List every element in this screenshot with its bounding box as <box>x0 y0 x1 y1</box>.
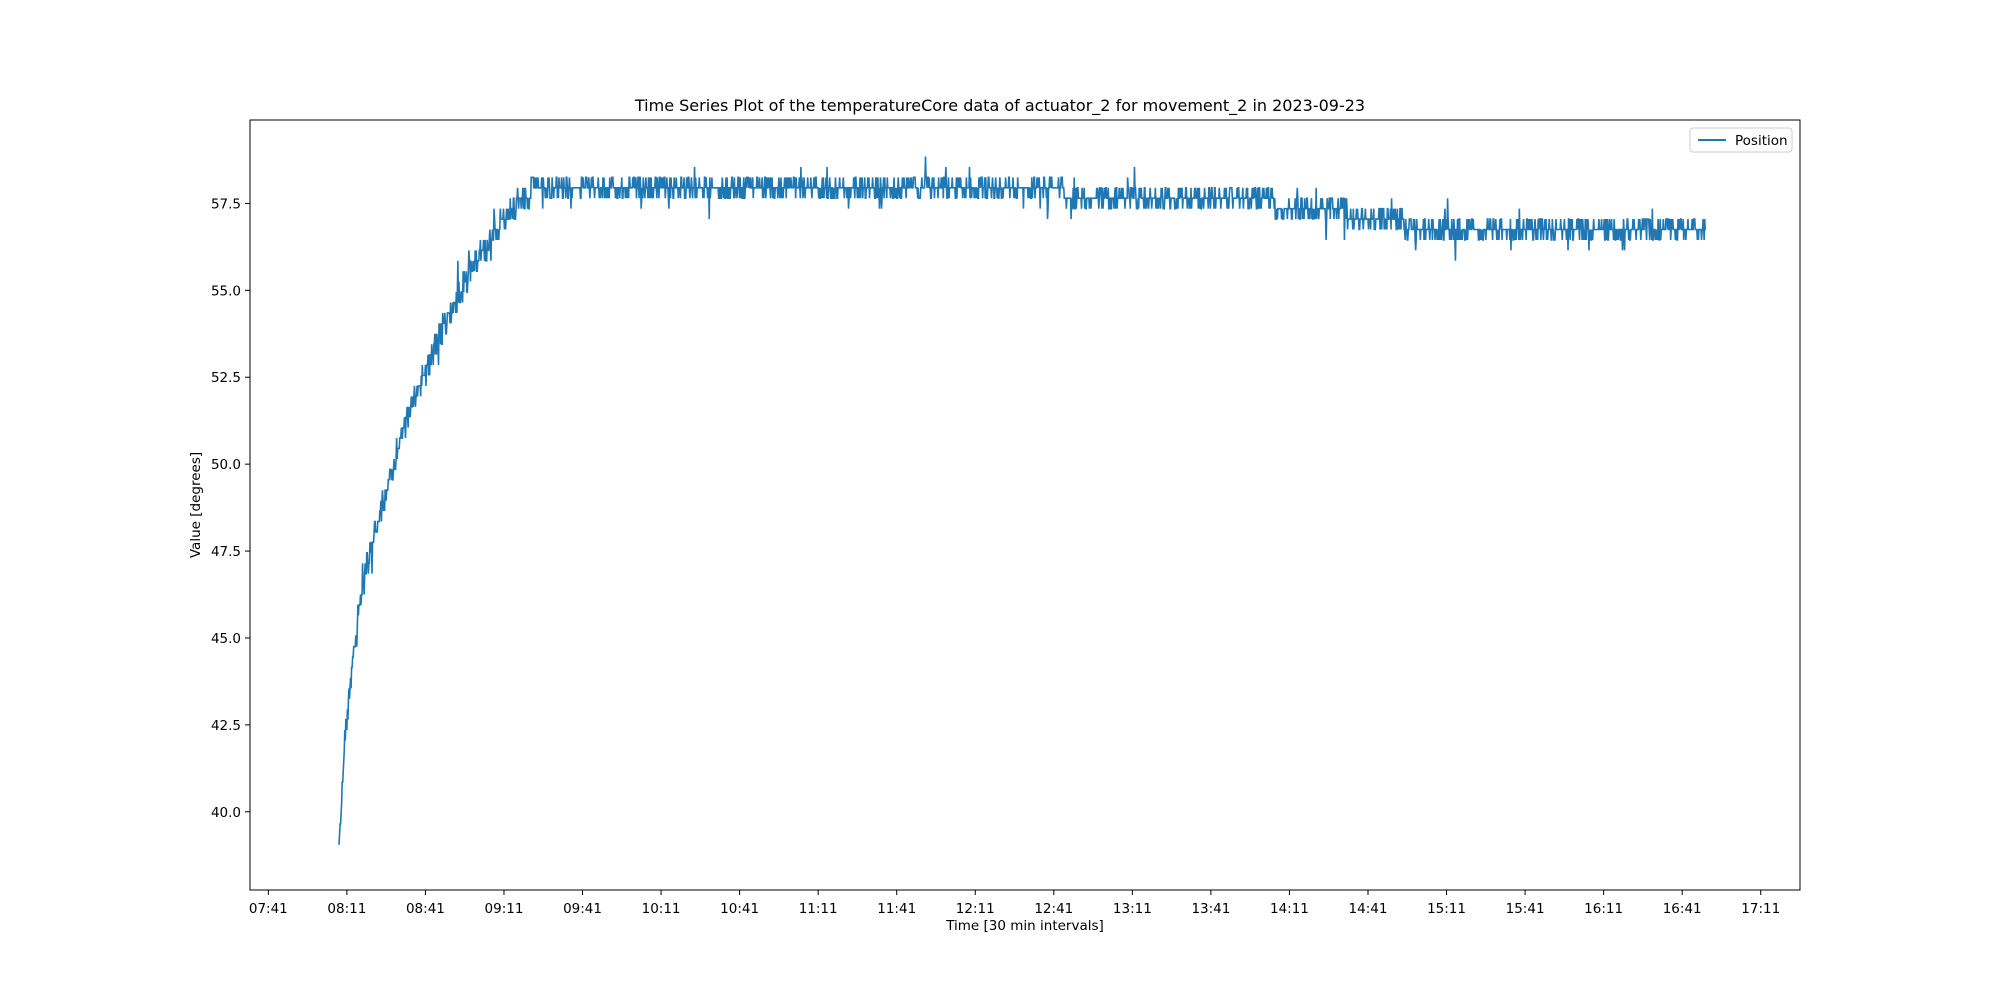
y-tick-label: 45.0 <box>211 631 241 647</box>
x-tick-label: 17:11 <box>1741 901 1780 917</box>
legend-box <box>1689 127 1793 153</box>
x-tick-label: 10:41 <box>720 901 759 917</box>
y-axis-title: Value [degrees] <box>188 452 204 558</box>
plot-area <box>338 156 1707 845</box>
x-tick-label: 10:11 <box>642 901 681 917</box>
y-axis: 40.0 42.5 45.0 47.5 50.0 52.5 55.0 57.5 <box>211 196 250 821</box>
x-tick-label: 09:41 <box>563 901 602 917</box>
x-tick-label: 16:11 <box>1584 901 1623 917</box>
x-tick-label: 11:11 <box>799 901 838 917</box>
y-tick-label: 42.5 <box>211 718 241 734</box>
x-tick-label: 14:41 <box>1349 901 1388 917</box>
axes-frame <box>249 119 1801 891</box>
y-tick-label: 55.0 <box>211 283 241 299</box>
x-tick-label: 08:41 <box>406 901 445 917</box>
x-tick-label: 12:11 <box>956 901 995 917</box>
x-tick-label: 12:41 <box>1034 901 1073 917</box>
chart-title: Time Series Plot of the temperatureCore … <box>634 96 1365 116</box>
x-tick-label: 16:41 <box>1663 901 1702 917</box>
x-tick-label: 13:11 <box>1113 901 1152 917</box>
x-tick-label: 09:11 <box>485 901 524 917</box>
y-tick-label: 47.5 <box>211 544 241 560</box>
series-line-position <box>338 156 1707 845</box>
x-tick-label: 15:11 <box>1427 901 1466 917</box>
x-tick-label: 07:41 <box>249 901 288 917</box>
legend-label-position: Position <box>1735 133 1788 149</box>
legend: Position <box>1689 127 1793 153</box>
y-tick-label: 52.5 <box>211 370 241 386</box>
x-tick-label: 15:41 <box>1506 901 1545 917</box>
y-tick-label: 40.0 <box>211 805 241 821</box>
x-tick-label: 08:11 <box>327 901 366 917</box>
y-tick-label: 50.0 <box>211 457 241 473</box>
x-axis-title: Time [30 min intervals] <box>945 918 1104 934</box>
x-tick-label: 14:11 <box>1270 901 1309 917</box>
x-tick-label: 11:41 <box>877 901 916 917</box>
x-tick-label: 13:41 <box>1191 901 1230 917</box>
y-tick-label: 57.5 <box>211 196 241 212</box>
x-axis: 07:41 08:11 08:41 09:11 09:41 10:11 10:41 11:11… <box>249 890 1780 917</box>
